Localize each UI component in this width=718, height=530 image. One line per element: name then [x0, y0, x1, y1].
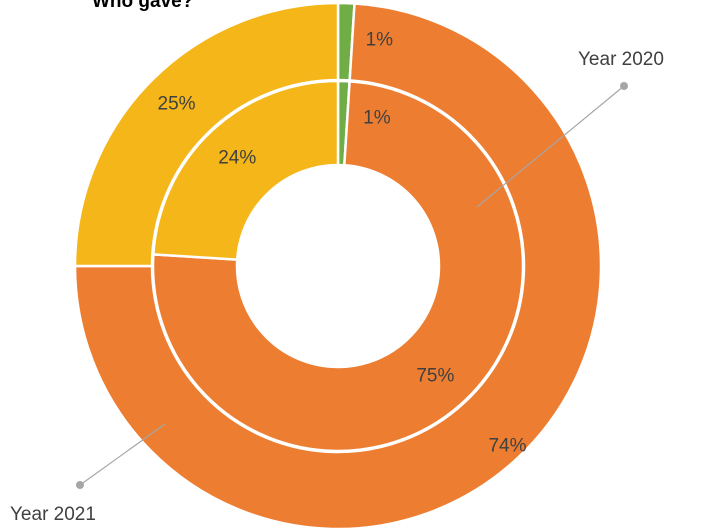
donut-hole — [238, 166, 438, 366]
slice-label-inner-0: 1% — [363, 107, 391, 128]
callout-label-2021: Year 2021 — [10, 504, 96, 525]
callout-dot-2021 — [76, 481, 84, 489]
slice-label-inner-2: 24% — [218, 148, 256, 169]
slice-inner-2 — [152, 79, 340, 261]
slice-label-outer-1: 74% — [488, 436, 526, 457]
callout-leader-2020 — [476, 85, 625, 208]
slice-labels: 1% 74% 25% 1% 75% 24% — [158, 29, 527, 456]
slice-inner-1 — [151, 80, 525, 453]
callout-leader-2021 — [79, 423, 166, 486]
slice-label-outer-2: 25% — [158, 94, 196, 115]
callout-label-2020: Year 2020 — [578, 49, 664, 70]
slice-label-inner-1: 75% — [416, 365, 454, 386]
callout-dot-2020 — [620, 82, 628, 90]
slice-label-outer-0: 1% — [366, 29, 394, 50]
chart-title: Who gave? — [92, 0, 194, 12]
donut-rings — [73, 1, 603, 530]
